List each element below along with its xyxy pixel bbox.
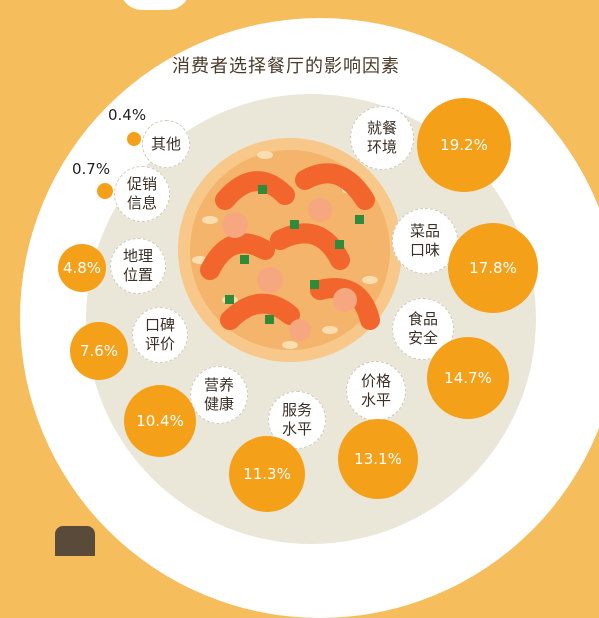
infographic: 消费者选择餐厅的影响因素 就餐 环境 [20, 0, 599, 618]
factor-bubble: 7.6% [70, 322, 128, 380]
factor-bubble: 10.4% [124, 385, 196, 457]
factor-value-text: 0.7% [72, 160, 111, 178]
factor-value-text: 0.4% [108, 106, 147, 124]
factor-label: 地理 位置 [110, 238, 166, 294]
factor-bubble: 17.8% [448, 223, 538, 313]
factor-bubble: 11.3% [229, 436, 305, 512]
factor-bubble: 14.7% [427, 337, 509, 419]
shrimp-fried-rice-illustration [178, 138, 402, 362]
factor-label: 就餐 环境 [350, 106, 414, 170]
decorative-plate-edge [120, 0, 190, 10]
factor-label: 营养 健康 [190, 366, 248, 424]
factor-label: 服务 水平 [268, 391, 326, 449]
factor-label: 食品 安全 [392, 298, 454, 360]
factor-label: 促销 信息 [114, 166, 170, 222]
factor-bubble: 19.2% [417, 98, 511, 192]
factor-bubble-small [97, 183, 113, 199]
factor-label: 其他 [142, 120, 190, 168]
factor-label: 菜品 口味 [392, 208, 458, 274]
factor-label: 口碑 评价 [132, 307, 188, 363]
factor-bubble-small [127, 132, 141, 146]
chart-title: 消费者选择餐厅的影响因素 [172, 56, 400, 77]
factor-label: 价格 水平 [346, 361, 406, 421]
factor-bubble: 13.1% [338, 419, 418, 499]
decorative-icon [55, 526, 95, 556]
factor-bubble: 4.8% [58, 244, 106, 292]
